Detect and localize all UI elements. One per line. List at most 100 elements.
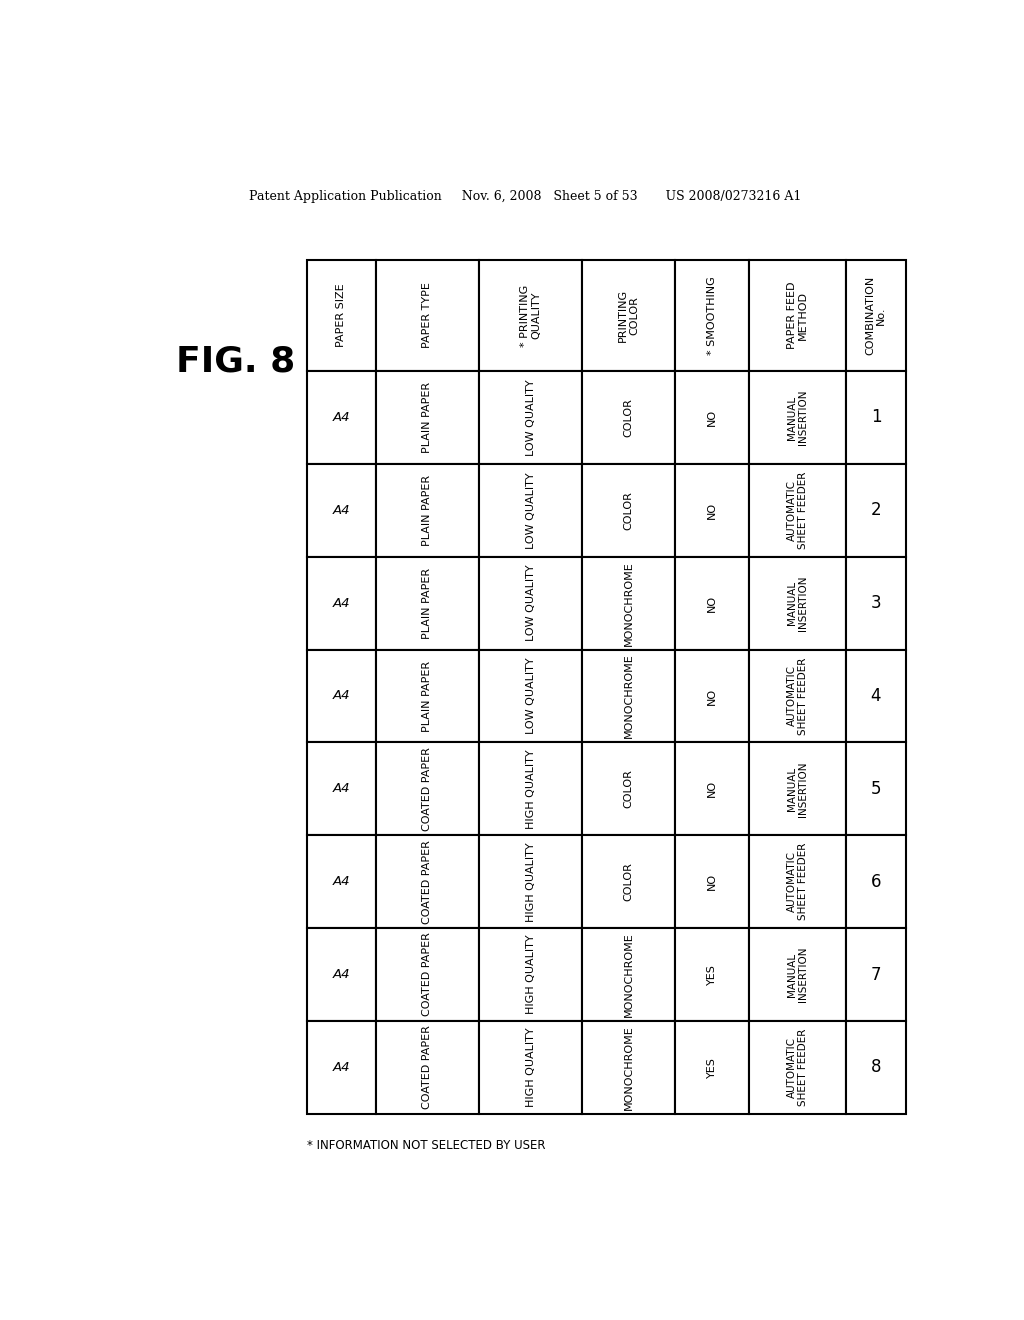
Bar — [749, 649, 846, 742]
Text: AUTOMATIC
SHEET FEEDER: AUTOMATIC SHEET FEEDER — [787, 471, 808, 549]
Bar — [306, 928, 376, 1020]
Text: NO: NO — [707, 873, 717, 890]
Bar — [479, 742, 583, 836]
Bar — [749, 928, 846, 1020]
Bar — [675, 463, 749, 557]
Text: COLOR: COLOR — [624, 770, 634, 808]
Text: NO: NO — [707, 409, 717, 426]
Text: 7: 7 — [870, 965, 882, 983]
Text: HIGH QUALITY: HIGH QUALITY — [525, 842, 536, 921]
Bar — [675, 928, 749, 1020]
Bar — [846, 928, 906, 1020]
Bar — [675, 1020, 749, 1114]
Text: COLOR: COLOR — [624, 862, 634, 902]
Text: MONOCHROME: MONOCHROME — [624, 932, 634, 1016]
Text: COATED PAPER: COATED PAPER — [422, 1026, 432, 1109]
Text: YES: YES — [707, 1057, 717, 1078]
Text: MONOCHROME: MONOCHROME — [624, 561, 634, 645]
Text: MANUAL
INSERTION: MANUAL INSERTION — [787, 946, 808, 1002]
Bar — [675, 836, 749, 928]
Bar — [306, 1020, 376, 1114]
Text: 1: 1 — [870, 408, 882, 426]
Bar — [675, 742, 749, 836]
Bar — [749, 836, 846, 928]
Text: PLAIN PAPER: PLAIN PAPER — [422, 381, 432, 453]
Text: PAPER FEED
METHOD: PAPER FEED METHOD — [787, 281, 808, 350]
Text: 6: 6 — [870, 873, 882, 891]
Bar — [376, 649, 479, 742]
Text: HIGH QUALITY: HIGH QUALITY — [525, 1027, 536, 1107]
Bar — [583, 371, 675, 463]
Bar — [846, 742, 906, 836]
Bar — [376, 928, 479, 1020]
Text: LOW QUALITY: LOW QUALITY — [525, 379, 536, 455]
Bar — [846, 371, 906, 463]
Bar — [583, 649, 675, 742]
Text: A4: A4 — [332, 504, 350, 517]
Text: HIGH QUALITY: HIGH QUALITY — [525, 748, 536, 829]
Text: 4: 4 — [870, 686, 882, 705]
Bar — [749, 260, 846, 371]
Bar — [583, 928, 675, 1020]
Text: NO: NO — [707, 688, 717, 705]
Text: COLOR: COLOR — [624, 399, 634, 437]
Bar — [376, 557, 479, 649]
Text: COLOR: COLOR — [624, 491, 634, 529]
Text: A4: A4 — [332, 411, 350, 424]
Text: PLAIN PAPER: PLAIN PAPER — [422, 568, 432, 639]
Text: * PRINTING
QUALITY: * PRINTING QUALITY — [520, 284, 541, 347]
Text: COATED PAPER: COATED PAPER — [422, 840, 432, 924]
Text: YES: YES — [707, 964, 717, 985]
Text: MANUAL
INSERTION: MANUAL INSERTION — [787, 389, 808, 445]
Bar — [846, 649, 906, 742]
Text: HIGH QUALITY: HIGH QUALITY — [525, 935, 536, 1014]
Text: FIG. 8: FIG. 8 — [175, 345, 295, 379]
Text: 8: 8 — [870, 1059, 882, 1076]
Bar — [479, 1020, 583, 1114]
Text: A4: A4 — [332, 875, 350, 888]
Bar — [479, 649, 583, 742]
Text: COATED PAPER: COATED PAPER — [422, 747, 432, 830]
Text: A4: A4 — [332, 968, 350, 981]
Bar — [583, 1020, 675, 1114]
Bar — [479, 557, 583, 649]
Text: MANUAL
INSERTION: MANUAL INSERTION — [787, 762, 808, 817]
Text: AUTOMATIC
SHEET FEEDER: AUTOMATIC SHEET FEEDER — [787, 843, 808, 920]
Bar — [846, 836, 906, 928]
Bar — [376, 1020, 479, 1114]
Bar — [675, 260, 749, 371]
Bar — [749, 1020, 846, 1114]
Text: AUTOMATIC
SHEET FEEDER: AUTOMATIC SHEET FEEDER — [787, 1028, 808, 1106]
Bar — [306, 463, 376, 557]
Text: AUTOMATIC
SHEET FEEDER: AUTOMATIC SHEET FEEDER — [787, 657, 808, 735]
Text: Patent Application Publication     Nov. 6, 2008   Sheet 5 of 53       US 2008/02: Patent Application Publication Nov. 6, 2… — [249, 190, 801, 202]
Bar — [749, 371, 846, 463]
Text: NO: NO — [707, 780, 717, 797]
Bar — [675, 557, 749, 649]
Bar — [376, 742, 479, 836]
Text: LOW QUALITY: LOW QUALITY — [525, 657, 536, 734]
Text: 2: 2 — [870, 502, 882, 519]
Bar — [479, 836, 583, 928]
Bar — [583, 260, 675, 371]
Text: 3: 3 — [870, 594, 882, 612]
Text: LOW QUALITY: LOW QUALITY — [525, 565, 536, 642]
Bar — [846, 260, 906, 371]
Text: * SMOOTHING: * SMOOTHING — [707, 276, 717, 355]
Text: PRINTING
COLOR: PRINTING COLOR — [618, 289, 639, 342]
Bar — [583, 463, 675, 557]
Bar — [846, 557, 906, 649]
Bar — [583, 742, 675, 836]
Bar — [306, 371, 376, 463]
Text: PLAIN PAPER: PLAIN PAPER — [422, 475, 432, 546]
Bar — [749, 463, 846, 557]
Bar — [675, 371, 749, 463]
Bar — [376, 371, 479, 463]
Bar — [376, 836, 479, 928]
Bar — [306, 649, 376, 742]
Text: PLAIN PAPER: PLAIN PAPER — [422, 660, 432, 731]
Text: A4: A4 — [332, 1061, 350, 1074]
Text: LOW QUALITY: LOW QUALITY — [525, 473, 536, 549]
Bar — [479, 928, 583, 1020]
Bar — [376, 260, 479, 371]
